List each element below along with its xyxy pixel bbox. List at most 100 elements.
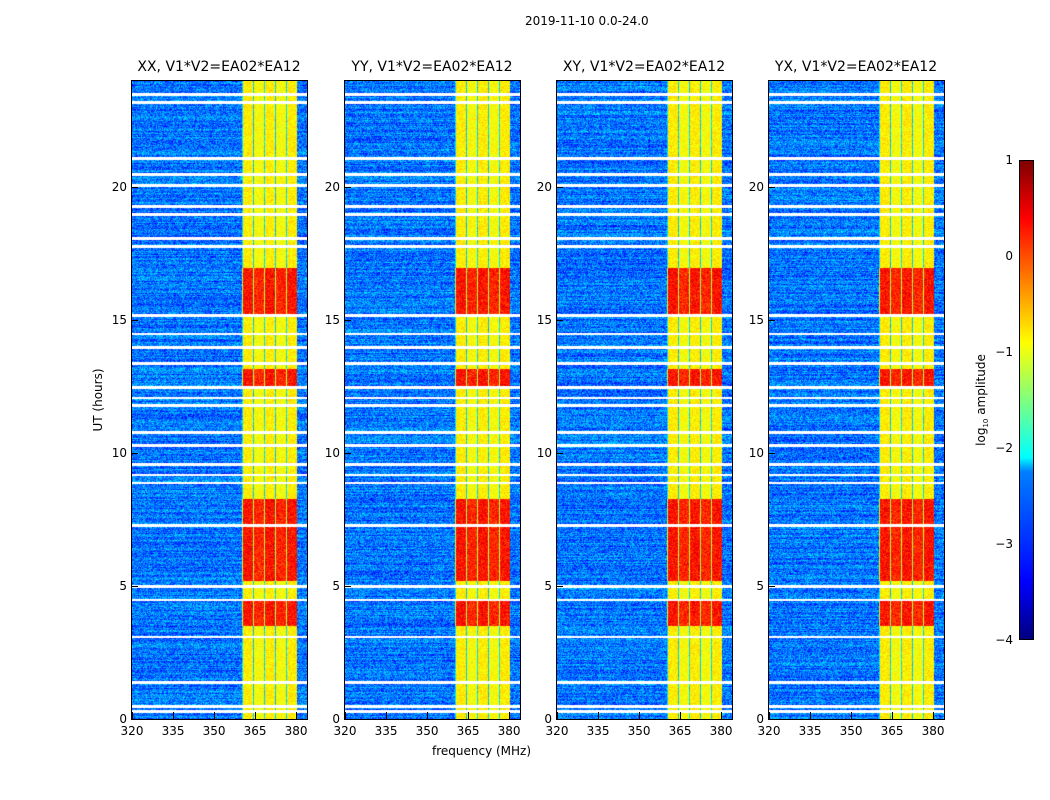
x-tick (386, 712, 388, 719)
y-axis-label: UT (hours) (91, 368, 105, 432)
x-tick (721, 712, 723, 719)
x-tick-label: 365 (243, 724, 267, 738)
y-tick-label: 20 (536, 180, 552, 195)
x-tick (639, 712, 641, 719)
heatmap-panel (768, 80, 945, 720)
colorbar-tick-label: −3 (995, 537, 1013, 551)
x-tick-label: 335 (374, 724, 398, 738)
y-tick-label: 5 (756, 579, 764, 594)
figure-title: 2019-11-10 0.0-24.0 (525, 14, 649, 28)
heatmap-image (769, 81, 944, 719)
y-tick-label: 15 (324, 313, 340, 328)
x-tick (345, 712, 346, 719)
x-tick-label: 320 (545, 724, 569, 738)
x-tick-label: 350 (839, 724, 863, 738)
y-tick (131, 453, 138, 455)
y-tick (344, 187, 351, 189)
colorbar-label-log: log (973, 427, 988, 446)
y-tick-label: 10 (324, 446, 340, 461)
x-tick (810, 712, 812, 719)
y-tick-label: 10 (536, 446, 552, 461)
x-tick (296, 712, 298, 719)
panel-title: XX, V1*V2=EA02*EA12 (137, 59, 301, 75)
y-tick-label: 10 (111, 446, 127, 461)
y-tick (768, 187, 775, 189)
colorbar-label: log10 amplitude (974, 354, 990, 446)
x-tick (173, 712, 175, 719)
y-tick-label: 10 (748, 446, 764, 461)
colorbar-label-sub: 10 (982, 418, 991, 428)
y-tick-label: 20 (324, 180, 340, 195)
x-tick-label: 380 (497, 724, 521, 738)
x-tick (255, 712, 257, 719)
x-tick (892, 712, 894, 719)
x-tick-label: 350 (627, 724, 651, 738)
y-tick (344, 586, 351, 588)
heatmap-panel (344, 80, 521, 720)
colorbar (1019, 160, 1034, 640)
x-tick-label: 335 (798, 724, 822, 738)
y-tick (768, 719, 775, 720)
y-tick-label: 20 (111, 180, 127, 195)
heatmap-panel (556, 80, 733, 720)
x-tick (680, 712, 682, 719)
y-tick (131, 187, 138, 189)
colorbar-tick-label: −1 (995, 345, 1013, 359)
y-tick-label: 15 (111, 313, 127, 328)
x-tick-label: 335 (161, 724, 185, 738)
x-tick-label: 365 (880, 724, 904, 738)
y-tick (768, 453, 775, 455)
colorbar-tick-label: 1 (1005, 153, 1013, 167)
y-tick-label: 15 (536, 313, 552, 328)
y-tick (768, 586, 775, 588)
colorbar-tick-label: −2 (995, 441, 1013, 455)
y-tick-label: 5 (119, 579, 127, 594)
x-axis-label: frequency (MHz) (432, 744, 532, 758)
heatmap-image (132, 81, 307, 719)
colorbar-label-rest: amplitude (973, 354, 988, 419)
y-tick (344, 719, 351, 720)
x-tick (468, 712, 470, 719)
heatmap-image (557, 81, 732, 719)
panel-title: YY, V1*V2=EA02*EA12 (351, 59, 513, 75)
colorbar-tick-label: 0 (1005, 249, 1013, 263)
x-tick-label: 380 (284, 724, 308, 738)
x-tick (214, 712, 216, 719)
x-tick (132, 712, 133, 719)
y-tick-label: 0 (756, 712, 764, 726)
x-tick (557, 712, 558, 719)
y-tick-label: 0 (332, 712, 340, 726)
x-tick (769, 712, 770, 719)
x-tick (851, 712, 853, 719)
x-tick-label: 320 (757, 724, 781, 738)
x-tick (509, 712, 511, 719)
panel-title: XY, V1*V2=EA02*EA12 (562, 59, 726, 75)
y-tick (344, 320, 351, 322)
x-tick (427, 712, 429, 719)
heatmap-image (345, 81, 520, 719)
x-tick-label: 320 (333, 724, 357, 738)
y-tick (556, 719, 563, 720)
x-tick-label: 365 (668, 724, 692, 738)
panel-title: YX, V1*V2=EA02*EA12 (774, 59, 938, 75)
x-tick-label: 335 (586, 724, 610, 738)
x-tick-label: 350 (415, 724, 439, 738)
y-tick-label: 0 (544, 712, 552, 726)
y-tick-label: 20 (748, 180, 764, 195)
y-tick (131, 719, 138, 720)
y-tick-label: 5 (332, 579, 340, 594)
heatmap-panel (131, 80, 308, 720)
y-tick (131, 586, 138, 588)
x-tick-label: 320 (120, 724, 144, 738)
x-tick (933, 712, 935, 719)
y-tick-label: 5 (544, 579, 552, 594)
y-tick (344, 453, 351, 455)
y-tick (556, 453, 563, 455)
y-tick (131, 320, 138, 322)
colorbar-tick-label: −4 (995, 633, 1013, 647)
x-tick-label: 350 (202, 724, 226, 738)
x-tick-label: 380 (921, 724, 945, 738)
y-tick (768, 320, 775, 322)
y-tick (556, 320, 563, 322)
